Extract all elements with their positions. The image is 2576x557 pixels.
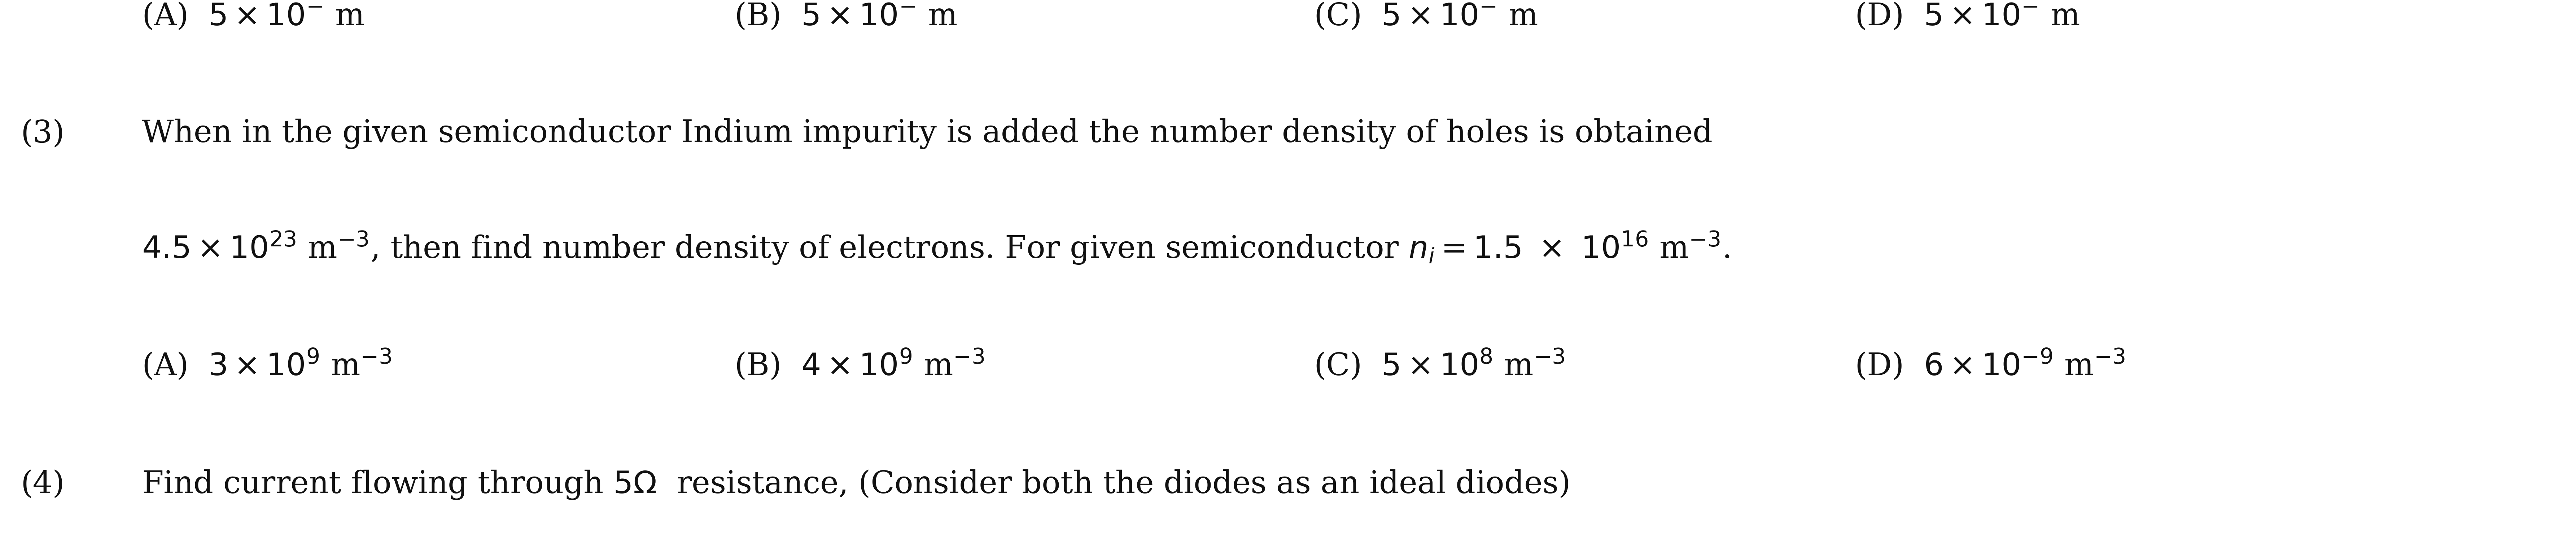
Text: (B)  $4\times 10^{9}$ m$^{-3}$: (B) $4\times 10^{9}$ m$^{-3}$ — [734, 348, 984, 382]
Text: (D)  $6\times 10^{-9}$ m$^{-3}$: (D) $6\times 10^{-9}$ m$^{-3}$ — [1855, 348, 2125, 382]
Text: (A)  $3\times 10^{9}$ m$^{-3}$: (A) $3\times 10^{9}$ m$^{-3}$ — [142, 348, 392, 382]
Text: (4): (4) — [21, 470, 64, 500]
Text: (C)  $5\times 10^{8}$ m$^{-3}$: (C) $5\times 10^{8}$ m$^{-3}$ — [1314, 348, 1564, 382]
Text: (A)  $5\times 10^{-}$ m: (A) $5\times 10^{-}$ m — [142, 2, 363, 32]
Text: (D)  $5\times 10^{-}$ m: (D) $5\times 10^{-}$ m — [1855, 2, 2079, 32]
Text: When in the given semiconductor Indium impurity is added the number density of h: When in the given semiconductor Indium i… — [142, 118, 1713, 149]
Text: Find current flowing through $5\Omega$  resistance, (Consider both the diodes as: Find current flowing through $5\Omega$ r… — [142, 468, 1569, 501]
Text: $4.5\times 10^{23}$ m$^{-3}$, then find number density of electrons. For given s: $4.5\times 10^{23}$ m$^{-3}$, then find … — [142, 229, 1728, 266]
Text: (3): (3) — [21, 119, 64, 149]
Text: (B)  $5\times 10^{-}$ m: (B) $5\times 10^{-}$ m — [734, 2, 958, 32]
Text: (C)  $5\times 10^{-}$ m: (C) $5\times 10^{-}$ m — [1314, 2, 1538, 32]
